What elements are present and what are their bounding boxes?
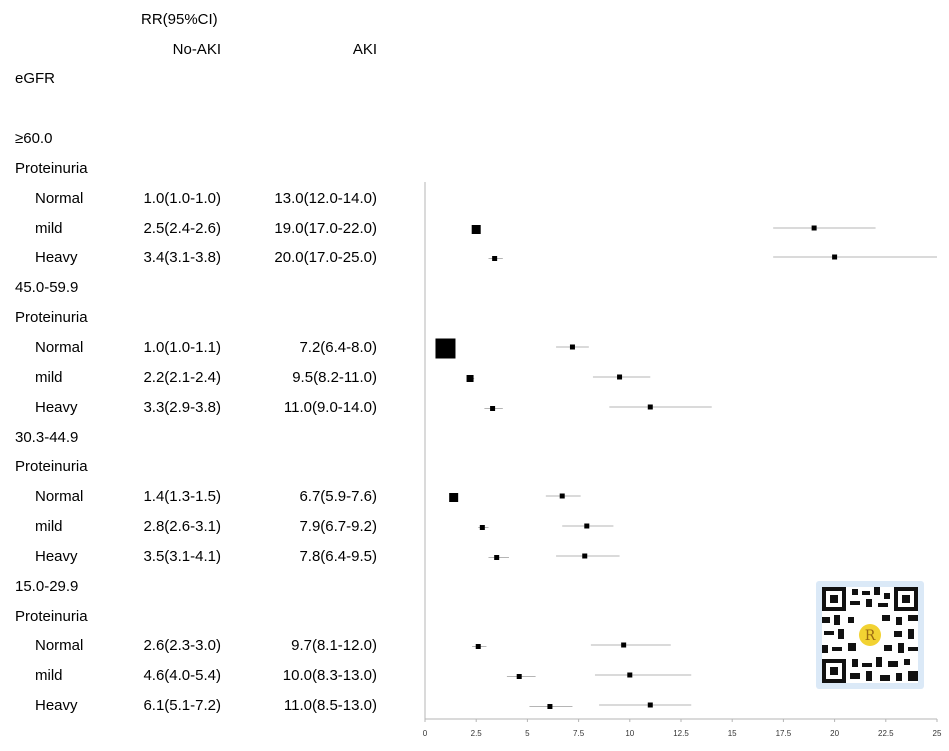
row-label: Heavy <box>35 697 78 714</box>
qr-code-image: R <box>816 581 924 689</box>
no-aki-point <box>516 674 522 679</box>
x-tick-label: 22.5 <box>878 729 894 738</box>
no-aki-value: 6.1(5.1-7.2) <box>143 697 221 714</box>
group-label: 15.0-29.9 <box>15 578 79 595</box>
aki-value: 9.5(8.2-11.0) <box>292 369 377 386</box>
egfr-header: eGFR <box>15 70 56 87</box>
aki-point <box>569 344 575 350</box>
no-aki-point <box>466 375 474 382</box>
row-label: Heavy <box>35 548 78 565</box>
aki-value: 19.0(17.0-22.0) <box>274 220 377 237</box>
aki-value: 7.9(6.7-9.2) <box>299 518 377 535</box>
no-aki-point <box>494 555 500 560</box>
row-label: Heavy <box>35 399 78 416</box>
proteinuria-label: Proteinuria <box>15 160 88 177</box>
aki-value: 6.7(5.9-7.6) <box>299 488 377 505</box>
group-label: 45.0-59.9 <box>15 279 79 296</box>
svg-text:R: R <box>865 628 876 644</box>
no-aki-point <box>435 338 456 359</box>
no-aki-value: 2.8(2.6-3.1) <box>143 518 221 535</box>
table-title: RR(95%CI) <box>141 11 218 28</box>
row-label: mild <box>35 220 63 237</box>
aki-value: 20.0(17.0-25.0) <box>274 249 377 266</box>
no-aki-point <box>449 493 459 502</box>
aki-point <box>582 553 588 559</box>
qr-pattern-icon: R <box>822 587 918 683</box>
no-aki-value: 2.6(2.3-3.0) <box>143 637 221 654</box>
aki-point <box>627 672 633 678</box>
no-aki-value: 3.5(3.1-4.1) <box>143 548 221 565</box>
x-tick-label: 2.5 <box>471 729 483 738</box>
row-label: mild <box>35 518 63 535</box>
x-tick-label: 5 <box>525 729 530 738</box>
x-tick-label: 25 <box>933 729 942 738</box>
no-aki-value: 3.3(2.9-3.8) <box>143 399 221 416</box>
column-header-aki: AKI <box>352 41 377 58</box>
aki-point <box>559 493 565 499</box>
row-label: Normal <box>35 190 84 207</box>
row-label: Normal <box>35 637 84 654</box>
row-label: mild <box>35 369 63 386</box>
no-aki-value: 3.4(3.1-3.8) <box>143 249 221 266</box>
no-aki-point <box>547 704 553 709</box>
no-aki-point <box>492 256 498 261</box>
aki-value: 7.2(6.4-8.0) <box>299 339 377 356</box>
aki-value: 13.0(12.0-14.0) <box>274 190 377 207</box>
group-label: 30.3-44.9 <box>15 429 79 446</box>
no-aki-value: 2.2(2.1-2.4) <box>143 369 221 386</box>
proteinuria-label: Proteinuria <box>15 309 88 326</box>
row-label: Normal <box>35 339 84 356</box>
no-aki-value: 4.6(4.0-5.4) <box>143 667 221 684</box>
no-aki-value: 2.5(2.4-2.6) <box>143 220 221 237</box>
aki-point <box>832 254 838 260</box>
aki-point <box>621 642 627 648</box>
aki-point <box>647 404 653 410</box>
x-tick-label: 20 <box>830 729 839 738</box>
aki-point <box>811 225 817 231</box>
proteinuria-label: Proteinuria <box>15 458 88 475</box>
no-aki-value: 1.0(1.0-1.1) <box>143 339 221 356</box>
column-header-no-aki: No-AKI <box>172 41 221 58</box>
group-label: ≥60.0 <box>15 130 53 147</box>
x-tick-label: 0 <box>423 729 428 738</box>
aki-point <box>617 374 623 380</box>
row-label: mild <box>35 667 63 684</box>
x-tick-label: 7.5 <box>573 729 585 738</box>
aki-value: 11.0(8.5-13.0) <box>283 697 377 714</box>
proteinuria-label: Proteinuria <box>15 608 88 625</box>
no-aki-point <box>479 525 485 530</box>
no-aki-point <box>471 225 481 234</box>
no-aki-point <box>490 406 496 411</box>
aki-point <box>584 523 590 529</box>
aki-point <box>647 702 653 708</box>
aki-value: 10.0(8.3-13.0) <box>282 667 377 684</box>
no-aki-value: 1.4(1.3-1.5) <box>143 488 221 505</box>
x-tick-label: 15 <box>728 729 737 738</box>
aki-value: 9.7(8.1-12.0) <box>291 637 377 654</box>
no-aki-point <box>475 644 481 649</box>
aki-value: 11.0(9.0-14.0) <box>283 399 377 416</box>
no-aki-value: 1.0(1.0-1.0) <box>143 190 221 207</box>
x-tick-label: 10 <box>625 729 634 738</box>
row-label: Heavy <box>35 249 78 266</box>
x-tick-label: 17.5 <box>776 729 792 738</box>
aki-value: 7.8(6.4-9.5) <box>299 548 377 565</box>
row-label: Normal <box>35 488 84 505</box>
x-tick-label: 12.5 <box>673 729 689 738</box>
